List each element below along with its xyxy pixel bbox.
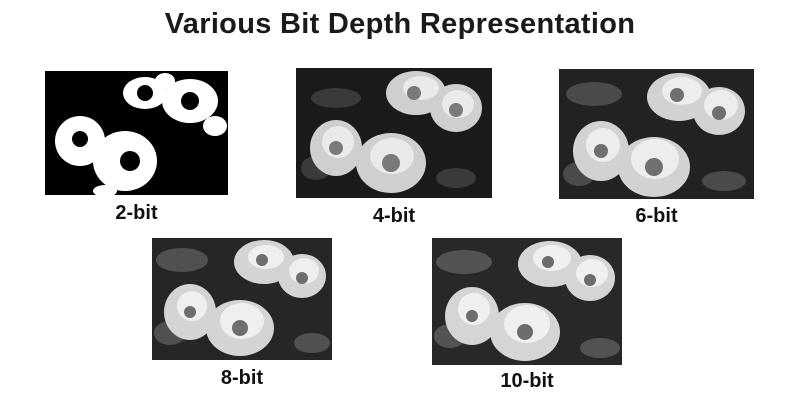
panel-4bit: 4-bit: [296, 68, 492, 228]
panel-6bit: 6-bit: [559, 69, 754, 229]
panel-label: 4-bit: [372, 205, 416, 227]
flower-image-6bit: [559, 69, 754, 199]
panel-label: 6-bit: [635, 205, 678, 227]
panel-label: 2-bit: [115, 202, 158, 224]
flower-image-8bit: [152, 238, 332, 360]
panel-label: 10-bit: [500, 370, 554, 392]
panel-2bit: 2-bit: [45, 71, 228, 271]
panel-8bit: 8-bit: [152, 238, 332, 398]
panel-label: 8-bit: [220, 367, 264, 389]
page-title: Various Bit Depth Representation: [164, 8, 636, 40]
flower-image-4bit: [296, 68, 492, 198]
flower-image-2bit: [45, 71, 228, 195]
flower-image-10bit: [432, 238, 622, 365]
panel-10bit: 10-bit: [432, 238, 622, 398]
